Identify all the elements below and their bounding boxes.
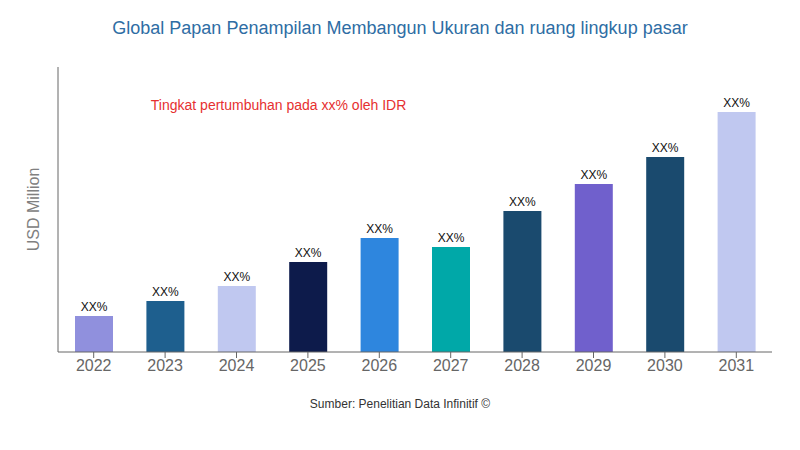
svg-text:2024: 2024 xyxy=(219,357,255,374)
svg-text:XX%: XX% xyxy=(81,300,108,314)
html-text:Tingkat pertumbuhan pada xx% o: Tingkat pertumbuhan pada xx% oleh IDR xyxy=(150,97,407,113)
svg-text:XX%: XX% xyxy=(152,285,179,299)
html-text:Sumber: Penelitian Data Infini: Sumber: Penelitian Data Infinitif © xyxy=(309,397,491,411)
svg-text:XX%: XX% xyxy=(366,222,393,236)
svg-text:XX%: XX% xyxy=(580,168,607,182)
svg-text:2028: 2028 xyxy=(504,357,540,374)
svg-text:XX%: XX% xyxy=(223,270,250,284)
svg-text:2026: 2026 xyxy=(362,357,398,374)
svg-text:2025: 2025 xyxy=(290,357,326,374)
svg-text:XX%: XX% xyxy=(295,246,322,260)
svg-text:2030: 2030 xyxy=(647,357,683,374)
svg-text:2031: 2031 xyxy=(719,357,755,374)
svg-text:XX%: XX% xyxy=(438,231,465,245)
svg-text:USD Million: USD Million xyxy=(25,168,42,252)
svg-text:XX%: XX% xyxy=(509,195,536,209)
svg-text:XX%: XX% xyxy=(723,96,750,110)
svg-text:2022: 2022 xyxy=(76,357,112,374)
svg-text:2029: 2029 xyxy=(576,357,612,374)
svg-text:2027: 2027 xyxy=(433,357,469,374)
svg-text:XX%: XX% xyxy=(652,141,679,155)
svg-text:2023: 2023 xyxy=(147,357,183,374)
html-text:Global Papan Penampilan Memban: Global Papan Penampilan Membangun Ukuran… xyxy=(112,18,688,38)
